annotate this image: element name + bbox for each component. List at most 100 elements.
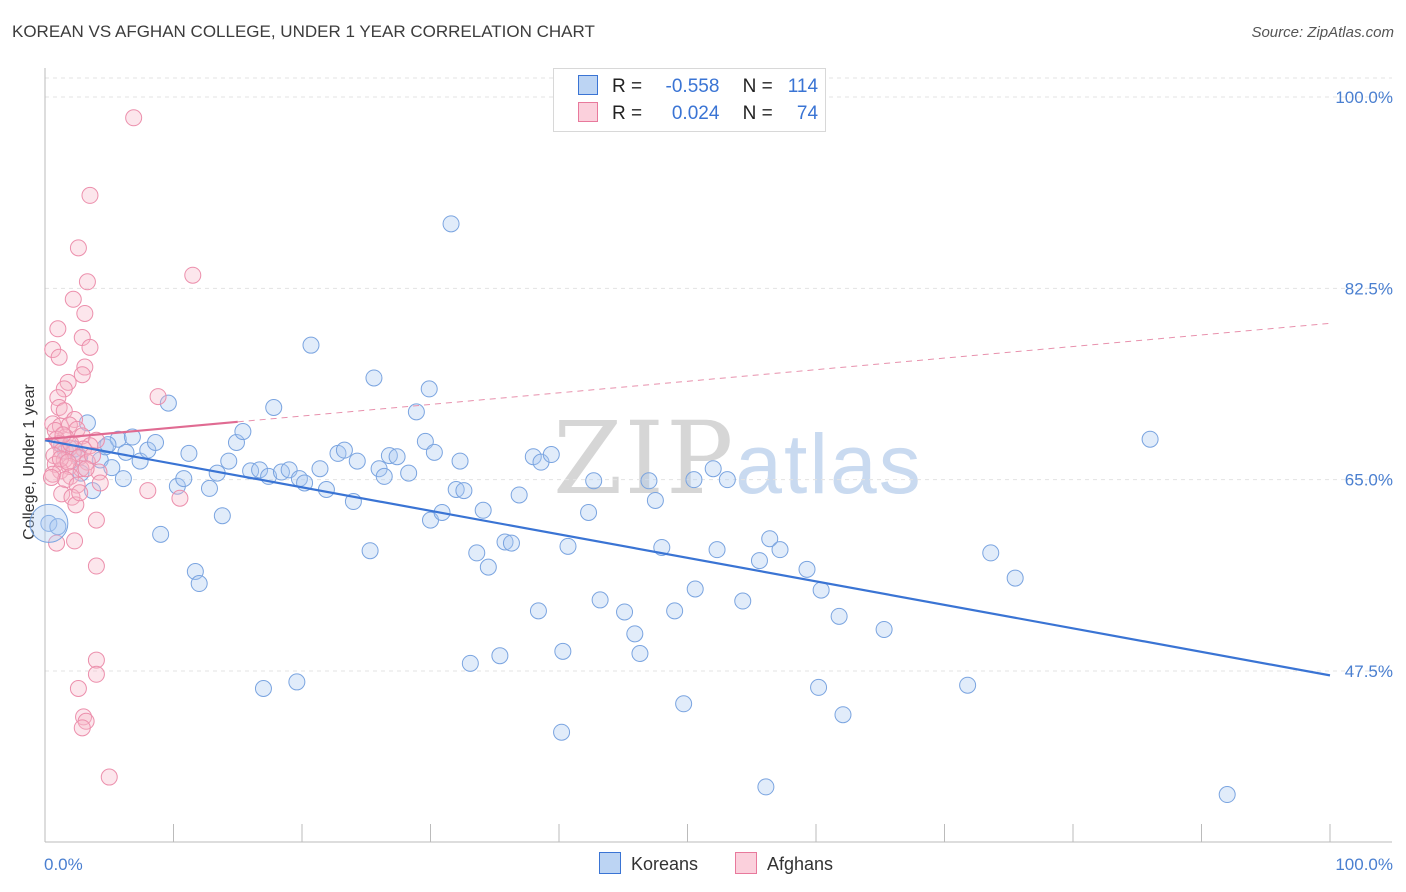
y-tick-label: 47.5% <box>1345 662 1393 681</box>
legend-row-afghans: R = 0.024 N = 74 <box>578 102 818 126</box>
korean-point <box>812 581 830 599</box>
korean-point <box>109 430 127 448</box>
afghan-point <box>71 484 89 502</box>
korean-point <box>302 336 320 354</box>
korean-point <box>585 472 603 490</box>
korean-point <box>375 467 393 485</box>
korean-point <box>416 432 434 450</box>
korean-point <box>646 491 664 509</box>
korean-point <box>704 460 722 478</box>
korean-point <box>830 607 848 625</box>
korean-point <box>254 679 272 697</box>
korean-point <box>227 433 245 451</box>
korean-point <box>159 394 177 412</box>
afghan-point <box>55 380 73 398</box>
afghan-point <box>59 453 77 471</box>
legend-label-koreans: Koreans <box>631 854 699 874</box>
korean-point <box>190 575 208 593</box>
korean-point <box>288 673 306 691</box>
korean-point <box>103 459 121 477</box>
korean-point <box>474 501 492 519</box>
korean-point <box>529 602 547 620</box>
korean-point <box>685 471 703 489</box>
korean-point <box>407 403 425 421</box>
korean-point <box>640 472 658 490</box>
korean-point <box>468 544 486 562</box>
afghan-point <box>171 489 189 507</box>
afghan-point <box>90 463 108 481</box>
afghan-point <box>149 388 167 406</box>
legend-row-koreans: R = -0.558 N = 114 <box>578 75 818 99</box>
korean-point <box>213 507 231 525</box>
korean-point <box>616 603 634 621</box>
korean-point <box>626 625 644 643</box>
afghan-point <box>49 320 67 338</box>
afghan-point <box>69 679 87 697</box>
afghan-point <box>81 338 99 356</box>
korean-point <box>361 542 379 560</box>
legend-r-label: R = <box>612 103 643 124</box>
chart-title: KOREAN VS AFGHAN COLLEGE, UNDER 1 YEAR C… <box>12 22 595 41</box>
afghan-point <box>66 532 84 550</box>
korean-point <box>220 452 238 470</box>
korean-point <box>982 544 1000 562</box>
korean-point <box>750 552 768 570</box>
legend-label-afghans: Afghans <box>767 854 834 874</box>
korean-point <box>265 399 283 417</box>
korean-point <box>757 778 775 796</box>
afghan-point <box>62 467 80 485</box>
afghan-point <box>73 366 91 384</box>
korean-point <box>40 514 58 532</box>
watermark-atlas: atlas <box>735 417 923 511</box>
korean-point <box>491 647 509 665</box>
korean-point <box>400 464 418 482</box>
korean-point <box>810 678 828 696</box>
afghans-swatch <box>578 102 598 122</box>
afghan-point <box>50 399 68 417</box>
legend-item-afghans[interactable]: Afghans <box>735 852 833 875</box>
afghan-point <box>53 485 71 503</box>
afghan-point <box>87 665 105 683</box>
legend-n-label: N = <box>742 76 773 97</box>
korean-point <box>335 441 353 459</box>
korean-trend-line <box>44 439 1331 677</box>
korean-point <box>510 486 528 504</box>
korean-point <box>542 446 560 464</box>
y-tick-label: 100.0% <box>1335 88 1393 107</box>
korean-point <box>666 602 684 620</box>
korean-point <box>959 676 977 694</box>
afghan-point <box>125 109 143 127</box>
y-tick-label: 65.0% <box>1345 471 1393 490</box>
afghan-point <box>64 290 82 308</box>
korean-point <box>451 452 469 470</box>
legend-n-value: 114 <box>787 76 819 97</box>
afghan-point <box>69 239 87 257</box>
korean-point <box>78 414 96 432</box>
korean-point <box>317 481 335 499</box>
source-label: Source: ZipAtlas.com <box>1251 24 1394 41</box>
korean-point <box>771 541 789 559</box>
afghan-point <box>48 534 66 552</box>
korean-point <box>152 525 170 543</box>
afghan-point <box>100 768 118 786</box>
korean-point <box>502 534 520 552</box>
afghan-trend-line <box>44 420 238 441</box>
korean-point <box>580 503 598 521</box>
korean-point <box>631 645 649 663</box>
korean-point <box>708 541 726 559</box>
korean-point <box>559 537 577 555</box>
afghan-point <box>81 186 99 204</box>
korean-point <box>123 428 141 446</box>
korean-point <box>675 695 693 713</box>
korean-point <box>553 723 571 741</box>
korean-point <box>479 558 497 576</box>
korean-point <box>251 461 269 479</box>
legend-item-koreans[interactable]: Koreans <box>599 852 698 875</box>
korean-point <box>461 654 479 672</box>
korean-point <box>761 530 779 548</box>
afghan-point <box>87 651 105 669</box>
x-tick-label: 100.0% <box>1335 855 1393 874</box>
korean-point <box>875 620 893 638</box>
korean-point <box>554 642 572 660</box>
koreans-swatch <box>578 75 598 95</box>
